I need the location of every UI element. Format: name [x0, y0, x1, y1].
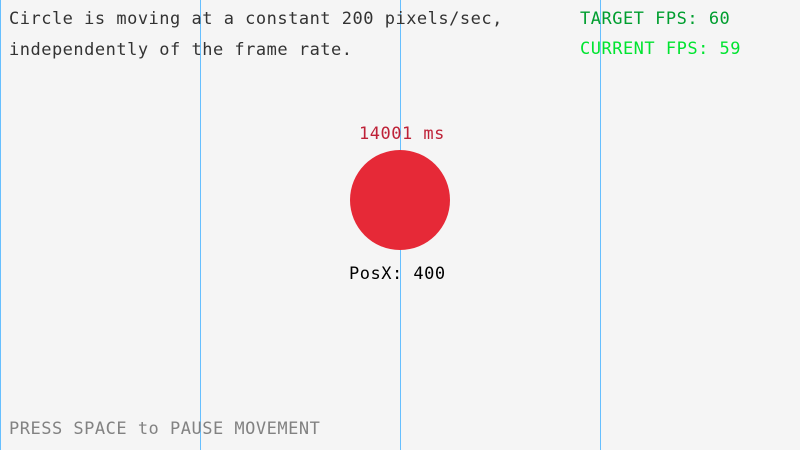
moving-circle — [350, 150, 450, 250]
info-text-line2: independently of the frame rate. — [9, 40, 353, 60]
position-text: PosX: 400 — [349, 264, 446, 284]
info-text-line1: Circle is moving at a constant 200 pixel… — [9, 9, 503, 29]
timer-text: 14001 ms — [359, 124, 445, 144]
target-fps: TARGET FPS: 60 — [580, 9, 731, 29]
current-fps: CURRENT FPS: 59 — [580, 39, 742, 59]
pause-hint: PRESS SPACE to PAUSE MOVEMENT — [9, 419, 321, 439]
grid-line — [600, 0, 601, 450]
grid-line — [0, 0, 1, 450]
grid-line — [200, 0, 201, 450]
